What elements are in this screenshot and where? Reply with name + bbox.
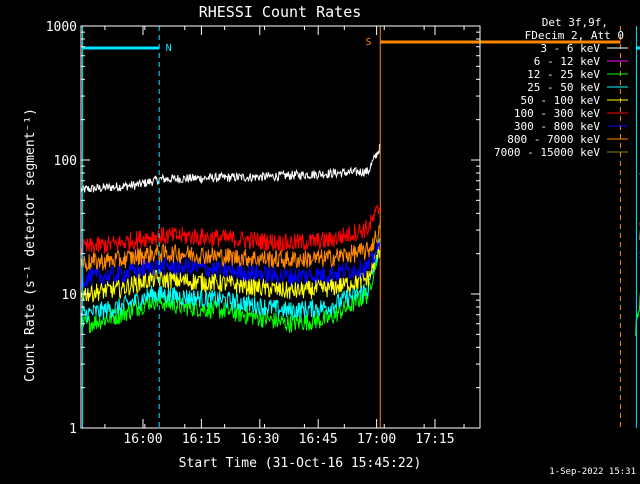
x-tick-label: 17:15 bbox=[415, 432, 454, 447]
legend-label: 25 - 50 keV bbox=[527, 81, 600, 94]
y-tick-label: 10 bbox=[61, 288, 77, 303]
chart-title: RHESSI Count Rates bbox=[199, 3, 362, 21]
saa-flag-label: S bbox=[365, 37, 371, 48]
y-axis-label: Count Rate (s⁻¹ detector segment⁻¹) bbox=[23, 108, 38, 382]
timestamp: 1-Sep-2022 15:31 bbox=[549, 467, 636, 477]
x-tick-label: 16:45 bbox=[299, 432, 338, 447]
legend-label: 50 - 100 keV bbox=[521, 94, 601, 107]
legend-label: 100 - 300 keV bbox=[514, 107, 600, 120]
legend-label: 7000 - 15000 keV bbox=[494, 146, 600, 159]
x-tick-label: 16:00 bbox=[123, 432, 162, 447]
y-tick-label: 1000 bbox=[46, 20, 77, 35]
legend-label: 3 - 6 keV bbox=[540, 42, 600, 55]
legend-header-line-2: FDecim 2, Att 0 bbox=[525, 29, 624, 42]
y-tick-label: 1 bbox=[69, 422, 77, 437]
y-tick-label: 100 bbox=[54, 154, 77, 169]
x-tick-label: 17:00 bbox=[357, 432, 396, 447]
legend-label: 300 - 800 keV bbox=[514, 120, 600, 133]
legend-header-line-1: Det 3f,9f, bbox=[542, 16, 608, 29]
x-tick-label: 16:15 bbox=[182, 432, 221, 447]
legend-label: 6 - 12 keV bbox=[534, 55, 601, 68]
night-flag-label: N bbox=[166, 43, 172, 54]
legend-label: 12 - 25 keV bbox=[527, 68, 600, 81]
x-tick-label: 16:30 bbox=[240, 432, 279, 447]
x-axis-label: Start Time (31-Oct-16 15:45:22) bbox=[179, 456, 422, 471]
legend-label: 800 - 7000 keV bbox=[507, 133, 600, 146]
